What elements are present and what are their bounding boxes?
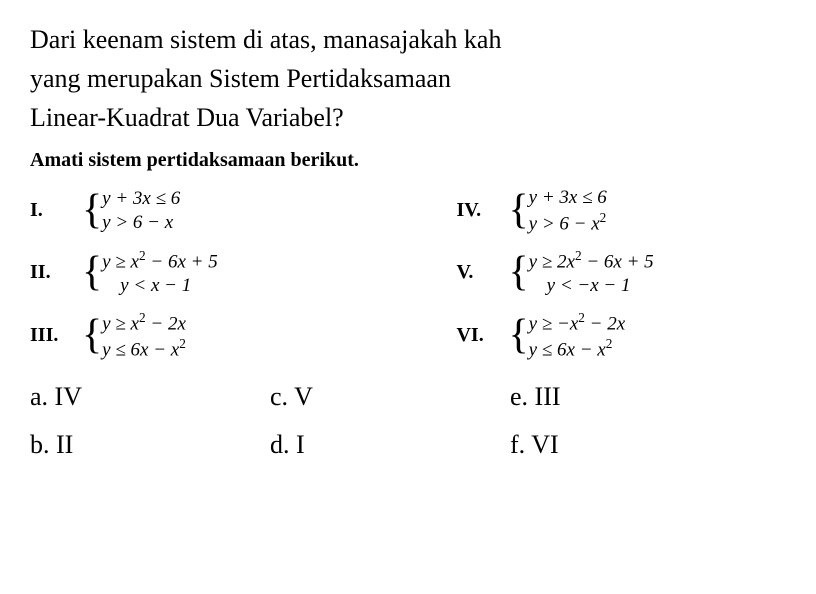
- system-row: III. { y ≥ x2 − 2x y ≤ 6x − x2 VI. { y ≥…: [30, 310, 786, 362]
- equation-line: y + 3x ≤ 6: [102, 187, 180, 211]
- equation-lines: y ≥ 2x2 − 6x + 5 y < −x − 1: [529, 248, 654, 298]
- equation-lines: y + 3x ≤ 6 y > 6 − x: [102, 187, 180, 235]
- system-label: I.: [30, 199, 72, 222]
- equation-line: y ≥ x2 − 6x + 5: [102, 248, 218, 274]
- question-line-3: Linear-Kuadrat Dua Variabel?: [30, 98, 786, 137]
- question-line-2: yang merupakan Sistem Pertidaksamaan: [30, 59, 786, 98]
- instruction-text: Amati sistem pertidaksamaan berikut.: [30, 149, 786, 172]
- equation-lines: y ≥ x2 − 6x + 5 y < x − 1: [102, 248, 218, 298]
- equation-line: y > 6 − x: [102, 211, 180, 235]
- equation-line: y ≤ 6x − x2: [102, 336, 186, 362]
- options-container: a. IV c. V e. III b. II d. I f. VI: [30, 382, 786, 460]
- brace-group: { y ≥ 2x2 − 6x + 5 y < −x − 1: [508, 248, 653, 298]
- option-e[interactable]: e. III: [510, 382, 750, 412]
- system-item: IV. { y + 3x ≤ 6 y > 6 − x2: [456, 186, 786, 236]
- option-f[interactable]: f. VI: [510, 430, 750, 460]
- question-text: Dari keenam sistem di atas, manasajakah …: [30, 20, 786, 137]
- system-item: VI. { y ≥ −x2 − 2x y ≤ 6x − x2: [456, 310, 786, 362]
- brace-icon: {: [508, 317, 528, 355]
- equation-lines: y ≥ −x2 − 2x y ≤ 6x − x2: [529, 310, 626, 362]
- brace-group: { y ≥ x2 − 2x y ≤ 6x − x2: [82, 310, 186, 362]
- equation-lines: y ≥ x2 − 2x y ≤ 6x − x2: [102, 310, 186, 362]
- equation-line: y > 6 − x2: [529, 210, 607, 236]
- system-row: II. { y ≥ x2 − 6x + 5 y < x − 1 V. { y ≥…: [30, 248, 786, 298]
- system-label: V.: [456, 261, 498, 284]
- equation-line: y ≤ 6x − x2: [529, 336, 626, 362]
- system-row: I. { y + 3x ≤ 6 y > 6 − x IV. { y + 3x ≤…: [30, 186, 786, 236]
- equation-line: y ≥ 2x2 − 6x + 5: [529, 248, 654, 274]
- system-label: VI.: [456, 324, 498, 347]
- option-a[interactable]: a. IV: [30, 382, 270, 412]
- equation-line: y < x − 1: [102, 274, 218, 298]
- brace-group: { y + 3x ≤ 6 y > 6 − x2: [508, 186, 606, 236]
- system-label: IV.: [456, 199, 498, 222]
- brace-group: { y + 3x ≤ 6 y > 6 − x: [82, 187, 180, 235]
- options-row: b. II d. I f. VI: [30, 430, 786, 460]
- option-b[interactable]: b. II: [30, 430, 270, 460]
- systems-container: I. { y + 3x ≤ 6 y > 6 − x IV. { y + 3x ≤…: [30, 186, 786, 362]
- system-item: I. { y + 3x ≤ 6 y > 6 − x: [30, 187, 456, 235]
- option-d[interactable]: d. I: [270, 430, 510, 460]
- system-item: V. { y ≥ 2x2 − 6x + 5 y < −x − 1: [456, 248, 786, 298]
- brace-icon: {: [82, 254, 102, 292]
- brace-icon: {: [82, 192, 102, 230]
- system-label: II.: [30, 261, 72, 284]
- option-c[interactable]: c. V: [270, 382, 510, 412]
- brace-icon: {: [82, 317, 102, 355]
- equation-line: y ≥ x2 − 2x: [102, 310, 186, 336]
- brace-icon: {: [508, 254, 528, 292]
- options-row: a. IV c. V e. III: [30, 382, 786, 412]
- equation-lines: y + 3x ≤ 6 y > 6 − x2: [529, 186, 607, 236]
- equation-line: y + 3x ≤ 6: [529, 186, 607, 210]
- question-line-1: Dari keenam sistem di atas, manasajakah …: [30, 20, 786, 59]
- brace-icon: {: [508, 192, 528, 230]
- system-item: III. { y ≥ x2 − 2x y ≤ 6x − x2: [30, 310, 456, 362]
- system-label: III.: [30, 324, 72, 347]
- equation-line: y < −x − 1: [529, 274, 654, 298]
- equation-line: y ≥ −x2 − 2x: [529, 310, 626, 336]
- brace-group: { y ≥ −x2 − 2x y ≤ 6x − x2: [508, 310, 625, 362]
- system-item: II. { y ≥ x2 − 6x + 5 y < x − 1: [30, 248, 456, 298]
- brace-group: { y ≥ x2 − 6x + 5 y < x − 1: [82, 248, 218, 298]
